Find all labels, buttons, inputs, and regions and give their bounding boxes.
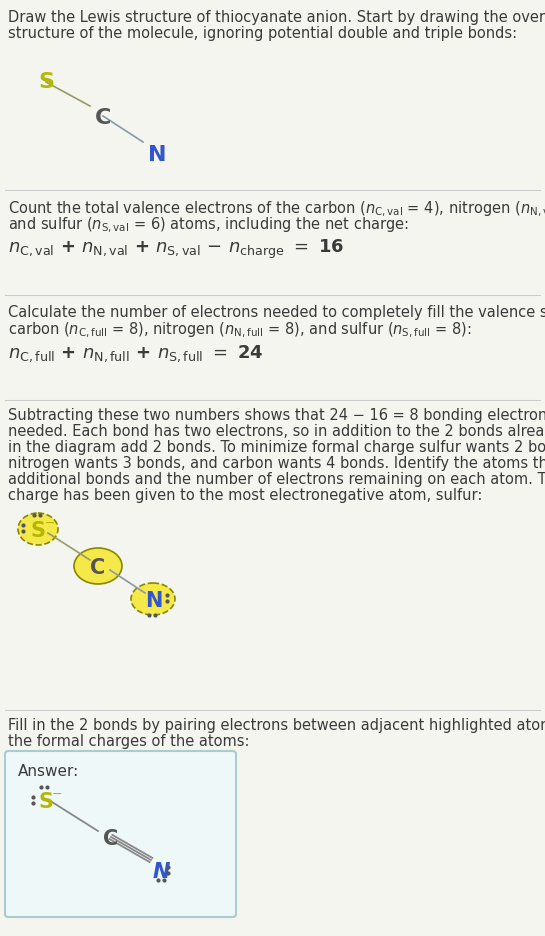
- Text: S: S: [38, 72, 54, 92]
- Text: $n_\mathrm{C,val}$ + $n_\mathrm{N,val}$ + $n_\mathrm{S,val}$ $-$ $n_\mathrm{char: $n_\mathrm{C,val}$ + $n_\mathrm{N,val}$ …: [8, 238, 344, 261]
- Ellipse shape: [18, 513, 58, 545]
- Text: Count the total valence electrons of the carbon ($n_\mathrm{C,val}$ = 4), nitrog: Count the total valence electrons of the…: [8, 200, 545, 219]
- Text: N: N: [148, 145, 167, 165]
- Text: Fill in the 2 bonds by pairing electrons between adjacent highlighted atoms, not: Fill in the 2 bonds by pairing electrons…: [8, 718, 545, 733]
- Text: C: C: [90, 558, 105, 578]
- Text: carbon ($n_\mathrm{C,full}$ = 8), nitrogen ($n_\mathrm{N,full}$ = 8), and sulfur: carbon ($n_\mathrm{C,full}$ = 8), nitrog…: [8, 321, 472, 341]
- Ellipse shape: [131, 583, 175, 615]
- Text: −: −: [45, 517, 56, 530]
- Text: Draw the Lewis structure of thiocyanate anion. Start by drawing the overall: Draw the Lewis structure of thiocyanate …: [8, 10, 545, 25]
- FancyBboxPatch shape: [5, 751, 236, 917]
- Text: the formal charges of the atoms:: the formal charges of the atoms:: [8, 734, 250, 749]
- Text: Calculate the number of electrons needed to completely fill the valence shells f: Calculate the number of electrons needed…: [8, 305, 545, 320]
- Text: Subtracting these two numbers shows that 24 − 16 = 8 bonding electrons are: Subtracting these two numbers shows that…: [8, 408, 545, 423]
- Text: −: −: [52, 788, 63, 801]
- Text: Answer:: Answer:: [18, 764, 79, 779]
- Text: additional bonds and the number of electrons remaining on each atom. The net: additional bonds and the number of elect…: [8, 472, 545, 487]
- Text: needed. Each bond has two electrons, so in addition to the 2 bonds already prese: needed. Each bond has two electrons, so …: [8, 424, 545, 439]
- Text: N: N: [153, 862, 171, 882]
- Text: S: S: [30, 521, 45, 541]
- Text: nitrogen wants 3 bonds, and carbon wants 4 bonds. Identify the atoms that want: nitrogen wants 3 bonds, and carbon wants…: [8, 456, 545, 471]
- Text: and sulfur ($n_\mathrm{S,val}$ = 6) atoms, including the net charge:: and sulfur ($n_\mathrm{S,val}$ = 6) atom…: [8, 216, 409, 235]
- Text: structure of the molecule, ignoring potential double and triple bonds:: structure of the molecule, ignoring pote…: [8, 26, 517, 41]
- Ellipse shape: [74, 548, 122, 584]
- Text: S: S: [38, 792, 53, 812]
- Text: $n_\mathrm{C,full}$ + $n_\mathrm{N,full}$ + $n_\mathrm{S,full}$ $=$ 24: $n_\mathrm{C,full}$ + $n_\mathrm{N,full}…: [8, 343, 264, 363]
- Text: charge has been given to the most electronegative atom, sulfur:: charge has been given to the most electr…: [8, 488, 482, 503]
- Text: N: N: [145, 591, 162, 611]
- Text: C: C: [103, 829, 118, 849]
- Text: C: C: [95, 108, 111, 128]
- Text: in the diagram add 2 bonds. To minimize formal charge sulfur wants 2 bonds,: in the diagram add 2 bonds. To minimize …: [8, 440, 545, 455]
